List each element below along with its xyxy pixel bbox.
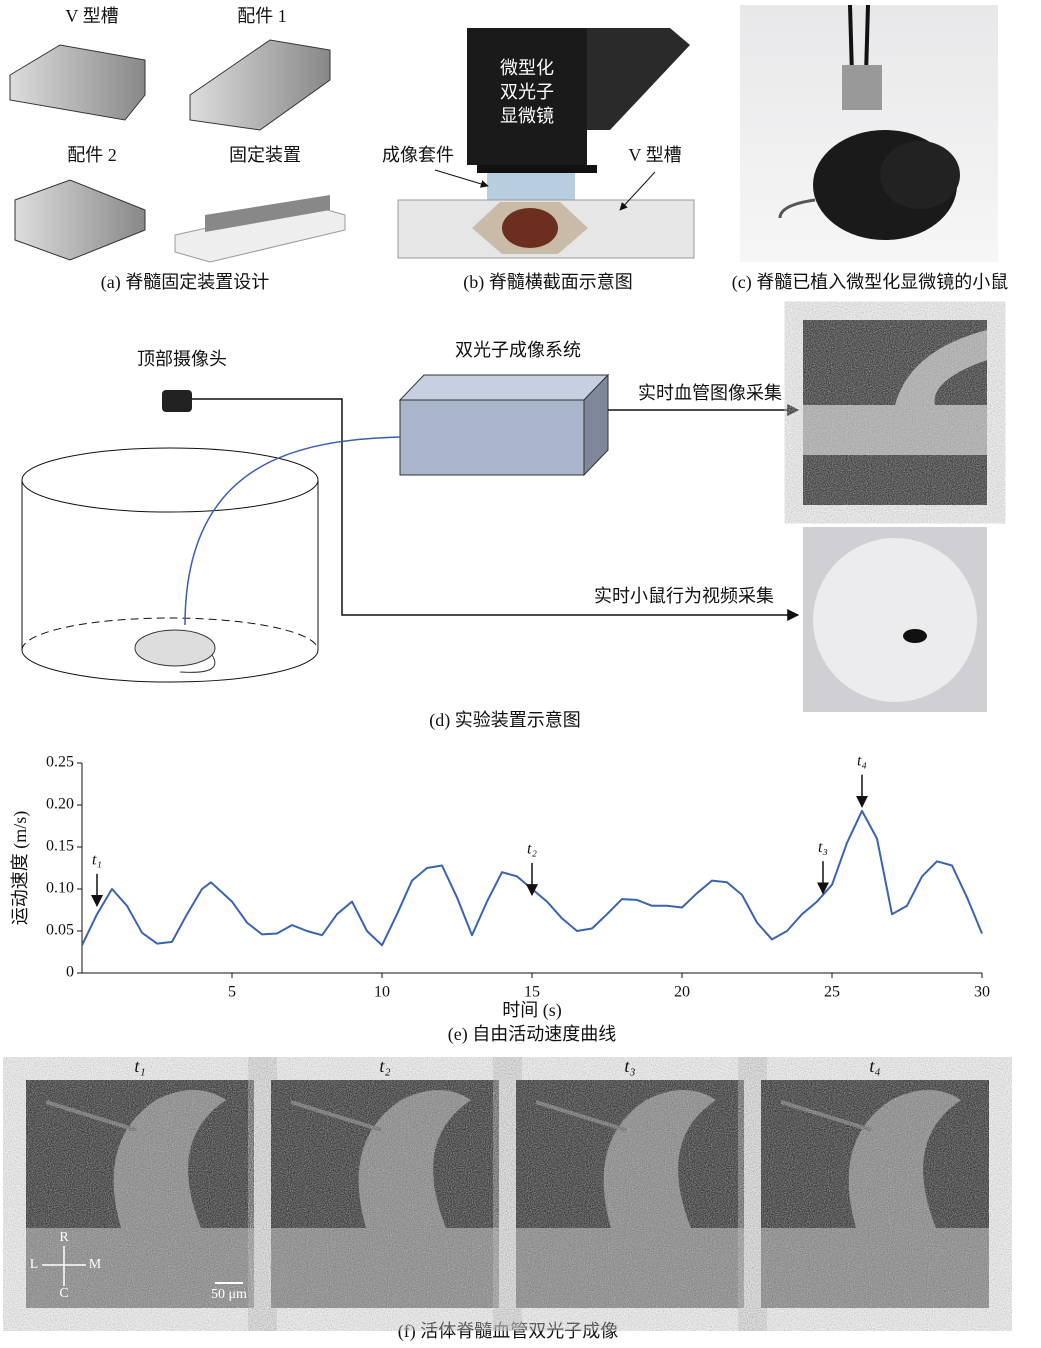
annotation-label: t₂ <box>527 841 537 858</box>
label: 配件 2 <box>67 145 117 165</box>
label: V 型槽 <box>628 145 681 165</box>
microscope-side <box>587 28 690 130</box>
microscope-label: 双光子 <box>500 82 554 102</box>
label: 实时血管图像采集 <box>638 383 782 403</box>
mouse-photo <box>903 629 927 643</box>
arena-top <box>22 448 318 512</box>
noise <box>516 1080 744 1308</box>
mouse-head <box>880 141 960 209</box>
annotation-label: t₄ <box>857 752 867 769</box>
noise <box>803 320 987 505</box>
x-tick-label: 10 <box>374 984 390 1001</box>
frame-label: t₁ <box>134 1056 145 1076</box>
part-2 <box>15 180 145 260</box>
caption: (e) 自由活动速度曲线 <box>448 1024 616 1045</box>
microscope-label: 微型化 <box>500 58 554 78</box>
panel-f: (f) 活体脊髓血管双光子成像 R L M C 50 μm t₁ t₂ t₃ t₄ <box>26 1056 989 1342</box>
y-tick-label: 0.15 <box>46 838 74 855</box>
caption: (b) 脊髓横截面示意图 <box>463 272 633 293</box>
panel-e: 运动速度 (m/s) 时间 (s) (e) 自由活动速度曲线 0 0.05 0.10… <box>10 752 990 1045</box>
annotation-label: t₃ <box>818 839 828 856</box>
x-tick-label: 15 <box>524 984 540 1001</box>
x-tick-label: 5 <box>228 984 236 1001</box>
y-tick-label: 0.25 <box>46 754 74 771</box>
label: 配件 1 <box>237 6 287 26</box>
axis-letter: L <box>30 1257 39 1272</box>
noise <box>271 1080 499 1308</box>
caption: (d) 实验装置示意图 <box>429 710 581 731</box>
arena-wall <box>22 480 318 650</box>
caption: (a) 脊髓固定装置设计 <box>101 272 269 293</box>
scale-bar-label: 50 μm <box>211 1287 247 1302</box>
x-tick-label: 20 <box>674 984 690 1001</box>
label: 实时小鼠行为视频采集 <box>594 586 774 606</box>
microscope <box>842 65 882 110</box>
axis-letter: M <box>89 1257 102 1272</box>
y-tick-label: 0.10 <box>46 880 74 897</box>
arena-photo <box>813 538 977 702</box>
label: 顶部摄像头 <box>137 349 227 369</box>
x-tick-label: 30 <box>974 984 990 1001</box>
axis-letter: C <box>59 1286 68 1301</box>
y-tick-label: 0 <box>66 964 74 981</box>
mouse <box>135 630 215 666</box>
fiber <box>185 437 400 625</box>
label: 固定装置 <box>229 145 301 165</box>
frame-label: t₄ <box>869 1056 880 1076</box>
label: 成像套件 <box>382 145 454 165</box>
caption: (f) 活体脊髓血管双光子成像 <box>398 1321 618 1342</box>
y-tick-label: 0.20 <box>46 796 74 813</box>
y-tick-label: 0.05 <box>46 922 74 939</box>
x-axis-label: 时间 (s) <box>502 1000 562 1021</box>
v-groove-part <box>10 45 145 120</box>
axis-letter: R <box>59 1230 69 1245</box>
frame-label: t₂ <box>379 1056 390 1076</box>
x-tick-label: 25 <box>824 984 840 1001</box>
box-front <box>400 400 584 475</box>
caption: (c) 脊髓已植入微型化显微镜的小鼠 <box>732 272 1008 293</box>
label: V 型槽 <box>65 6 118 26</box>
part-1 <box>190 40 330 130</box>
panel-d: 顶部摄像头 实时小鼠行为视频采集 双光子成像系统 实时血管图像采集 (d) 实验… <box>22 320 987 731</box>
annotation-label: t₁ <box>92 851 102 868</box>
noise <box>761 1080 989 1308</box>
page: V 型槽 配件 1 配件 2 固定装置 (a) 脊髓固定装置设计 微型化 双光子… <box>0 0 1041 1348</box>
camera <box>162 390 192 412</box>
figure: V 型槽 配件 1 配件 2 固定装置 (a) 脊髓固定装置设计 微型化 双光子… <box>0 0 1041 1348</box>
noise <box>26 1080 254 1308</box>
y-axis-label: 运动速度 (m/s) <box>10 811 31 926</box>
microscope-label: 显微镜 <box>500 106 554 126</box>
label: 双光子成像系统 <box>455 340 581 360</box>
spinal-cord <box>502 208 558 248</box>
panel-c: (c) 脊髓已植入微型化显微镜的小鼠 <box>732 5 1008 293</box>
panel-a: V 型槽 配件 1 配件 2 固定装置 (a) 脊髓固定装置设计 <box>10 6 345 293</box>
panel-b: 微型化 双光子 显微镜 成像套件 V 型槽 (b) 脊髓横截面示意图 <box>382 28 694 293</box>
microscope-base <box>477 165 597 173</box>
box-top <box>400 375 608 400</box>
imaging-kit <box>487 173 575 201</box>
frame-label: t₃ <box>624 1056 635 1076</box>
